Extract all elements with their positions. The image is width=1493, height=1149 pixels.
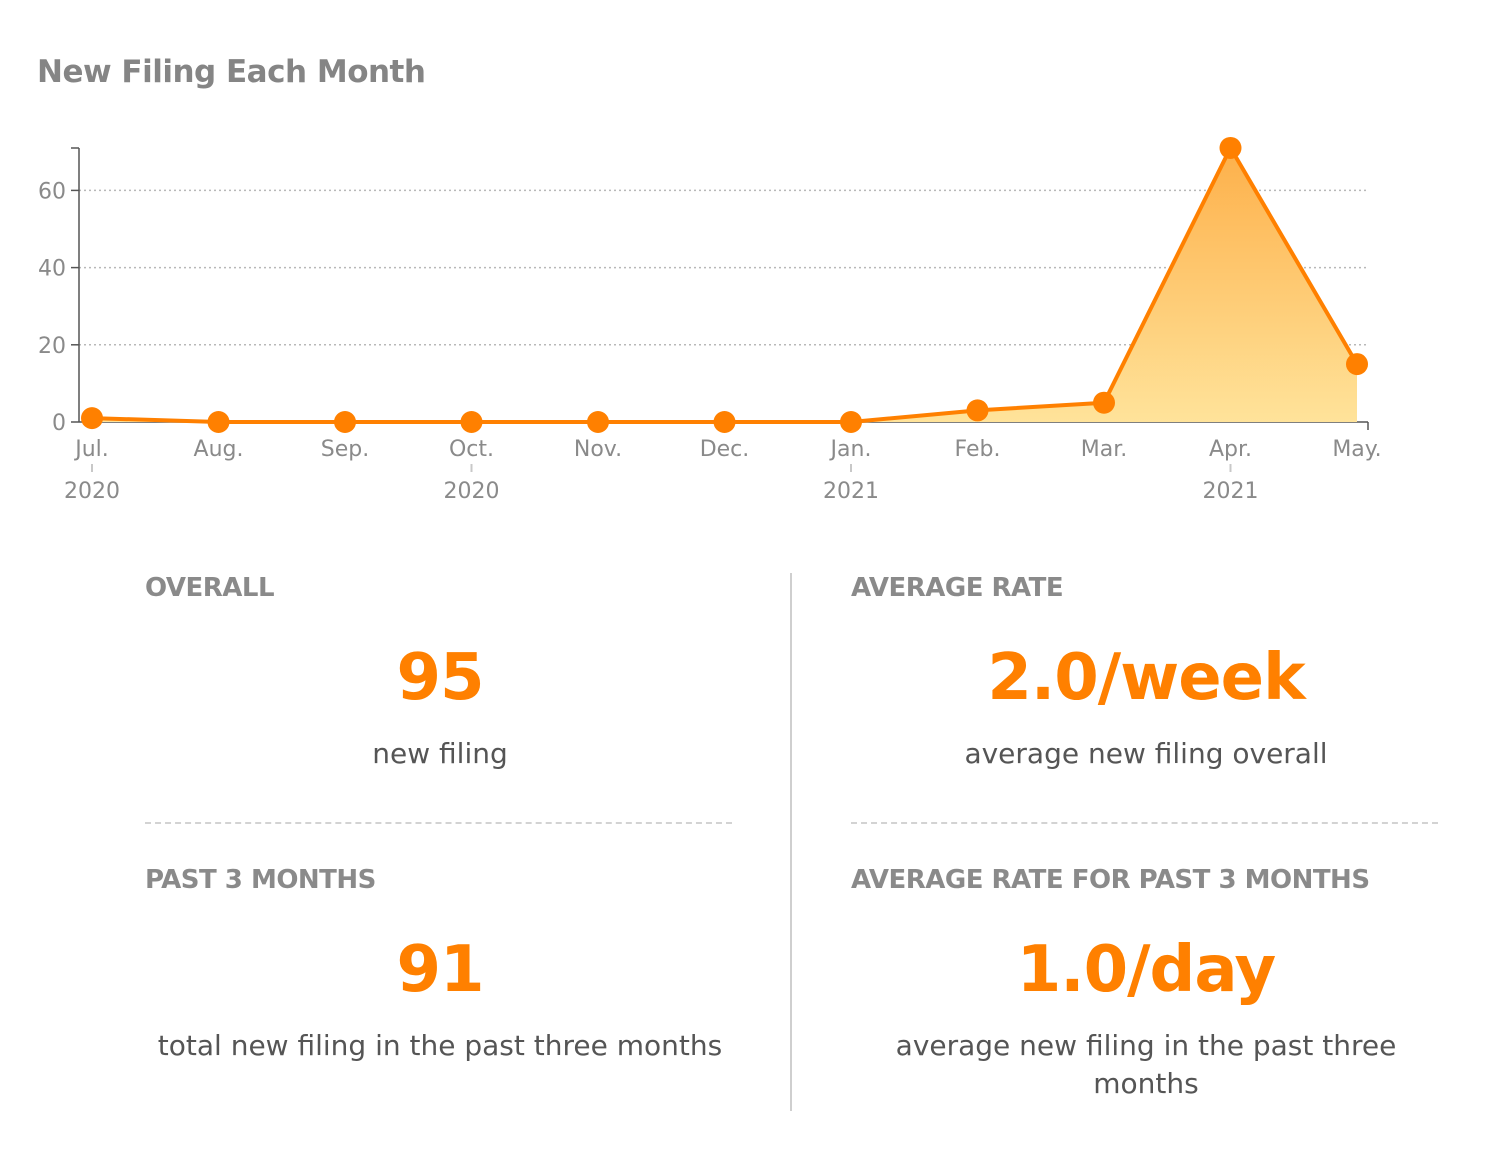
x-tick-label: Sep. (321, 437, 369, 462)
data-point[interactable] (1093, 391, 1115, 414)
stat-past-3-months-label: PAST 3 MONTHS (145, 865, 376, 895)
x-tick-label: Jan. (829, 437, 872, 462)
stat-overall: OVERALL 95 new filing (145, 573, 735, 773)
data-point[interactable] (207, 411, 230, 433)
stat-average-rate-desc: average new filing overall (964, 737, 1328, 770)
divider-left (145, 822, 732, 824)
stat-overall-label: OVERALL (145, 573, 275, 603)
stats-panel: OVERALL 95 new filing AVERAGE RATE 2.0/w… (0, 560, 1493, 1120)
stat-average-rate-3-months: AVERAGE RATE FOR PAST 3 MONTHS 1.0/day a… (851, 865, 1441, 1103)
data-point[interactable] (587, 411, 609, 433)
x-tick-label: Mar. (1081, 437, 1127, 462)
stat-average-rate-3-months-desc: average new filing in the past three mon… (895, 1029, 1397, 1100)
y-tick-label: 40 (38, 257, 66, 282)
y-tick-label: 20 (38, 334, 66, 359)
x-tick-label: Jul. (73, 437, 109, 462)
x-tick-label: Apr. (1209, 437, 1252, 462)
x-year-label: 2021 (1203, 479, 1259, 504)
data-point[interactable] (713, 411, 736, 433)
stat-past-3-months-desc: total new filing in the past three month… (157, 1029, 723, 1062)
stat-overall-value: 95 (396, 641, 484, 715)
stat-overall-desc: new filing (372, 737, 508, 770)
data-point[interactable] (966, 399, 989, 422)
x-year-label: 2021 (823, 479, 879, 504)
chart-title: New Filing Each Month (37, 54, 426, 90)
stat-average-rate-3-months-label: AVERAGE RATE FOR PAST 3 MONTHS (851, 865, 1370, 895)
y-tick-label: 0 (52, 411, 66, 436)
stat-average-rate-label: AVERAGE RATE (851, 573, 1064, 603)
x-year-label: 2020 (64, 479, 120, 504)
stat-past-3-months: PAST 3 MONTHS 91 total new filing in the… (145, 865, 735, 1065)
axis-labels: 0 20 40 60 Jul. 2020 Aug. Sep. Oct. 2020 Nov. Dec. J… (38, 179, 1382, 504)
divider-right (851, 822, 1438, 824)
stat-average-rate-value: 2.0/week (987, 641, 1305, 715)
area-fill (92, 147, 1357, 422)
data-point[interactable] (334, 411, 356, 433)
x-tick-label: Nov. (574, 437, 622, 462)
x-tick-label: Aug. (194, 437, 244, 462)
filing-area-chart: 0 20 40 60 Jul. 2020 Aug. Sep. Oct. 2020 Nov. Dec. J… (38, 136, 1382, 504)
stat-past-3-months-value: 91 (396, 933, 484, 1007)
y-tick-label: 60 (38, 179, 66, 204)
data-point[interactable] (460, 411, 483, 433)
data-point[interactable] (81, 407, 103, 430)
stat-average-rate: AVERAGE RATE 2.0/week average new filing… (851, 573, 1441, 773)
x-tick-label: May. (1332, 437, 1381, 462)
x-tick-label: Feb. (955, 437, 1001, 462)
x-tick-label: Oct. (449, 437, 494, 462)
data-point[interactable] (1346, 353, 1368, 376)
x-year-label: 2020 (444, 479, 500, 504)
x-tick-label: Dec. (700, 437, 750, 462)
vertical-divider (790, 573, 792, 1111)
stat-average-rate-3-months-value: 1.0/day (1016, 933, 1277, 1007)
data-points (81, 136, 1368, 433)
data-point[interactable] (1219, 136, 1242, 159)
data-point[interactable] (840, 411, 862, 433)
